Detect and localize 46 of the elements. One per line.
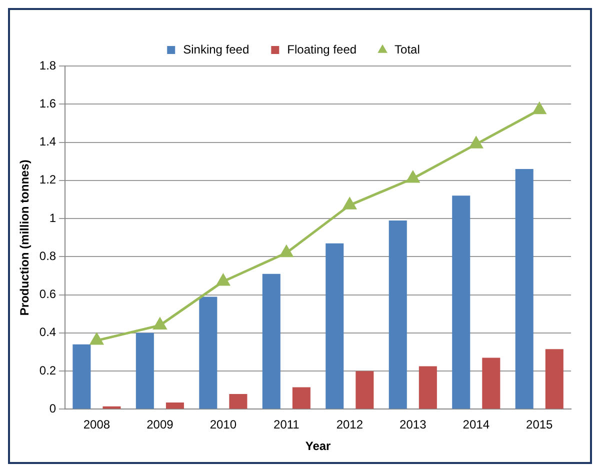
y-tick-label: 0.2 [39,363,56,378]
bar [136,332,154,409]
point [90,333,104,345]
point [470,136,483,148]
point [153,318,166,330]
x-tick-label: 2013 [400,418,427,432]
y-tick-label: 1.6 [39,96,56,110]
bar [418,366,437,409]
bar [199,296,218,409]
bar [326,243,344,409]
x-tick-label: 2008 [83,418,110,432]
y-tick-label: 1.2 [39,172,56,187]
x-tick-label: 2014 [462,418,490,432]
bar [545,349,564,409]
bar [388,220,407,409]
x-tick-label: 2011 [274,418,300,432]
bar [262,274,280,409]
y-tick-label: 1.8 [39,58,56,72]
point [406,171,420,183]
y-tick-label: 1 [49,210,56,225]
point [216,274,230,286]
point [343,198,356,210]
y-tick-label: 0.6 [39,287,56,302]
x-tick-label: 2012 [336,418,364,432]
y-tick-label: 0.4 [39,325,56,340]
point [532,102,546,114]
y-tick-label: 0.8 [39,248,56,263]
y-axis-title: Production (million tonnes) [18,160,32,316]
bar [229,394,248,409]
x-axis-title: Year [305,439,332,454]
bar [452,196,470,409]
point [280,246,293,258]
x-tick-label: 2010 [210,418,237,432]
legend-label: Floating feed [287,42,357,56]
legend-label: Total [394,42,420,56]
x-tick-label: 2009 [146,418,174,432]
bar [292,387,310,409]
x-tick-label: 2015 [526,418,554,432]
y-tick-label: 0 [49,402,56,416]
bar [356,371,374,409]
bar [72,344,91,409]
y-tick-label: 1.4 [39,134,56,149]
bar [482,358,500,409]
bar [515,168,534,409]
bar [166,402,184,409]
legend-label: Sinking feed [183,42,250,56]
